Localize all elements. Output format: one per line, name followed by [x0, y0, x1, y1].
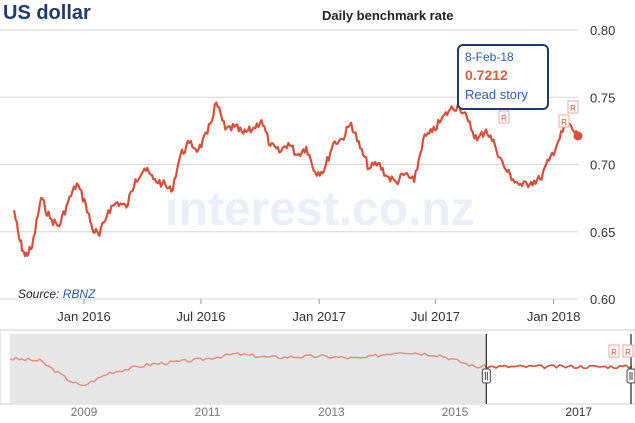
navigator-right-handle — [626, 368, 635, 384]
hover-point-marker — [573, 131, 583, 141]
navigator[interactable]: R R 2009 2011 2013 2015 2017 — [0, 329, 635, 419]
source-label: Source: — [18, 287, 60, 301]
tooltip-date: 8-Feb-18 — [465, 50, 514, 64]
navigator-flag-letter: R — [625, 348, 631, 357]
watermark-text: interest.co.nz — [165, 183, 474, 236]
story-flag-box — [498, 110, 510, 124]
source-link[interactable]: RBNZ — [62, 287, 96, 301]
story-flag-letter: R — [570, 104, 576, 113]
x-tick-label: Jul 2016 — [176, 309, 225, 324]
x-tick-label: Jan 2016 — [57, 309, 111, 324]
y-axis-labels: 0.80 0.75 0.70 0.65 0.60 — [590, 23, 615, 307]
navigator-year-label: 2015 — [442, 405, 469, 419]
navigator-unselected-shade — [10, 334, 487, 404]
navigator-selected-line — [486, 364, 633, 370]
y-tick-label: 0.75 — [590, 90, 615, 105]
data-tooltip: 8-Feb-18 0.7212 Read story — [457, 44, 549, 110]
navigator-year-label: 2009 — [71, 405, 98, 419]
navigator-year-label: 2017 — [565, 405, 592, 419]
chart-title: US dollar — [3, 2, 91, 24]
series-line[interactable] — [12, 101, 580, 258]
source-credit: Source: RBNZ — [18, 287, 95, 301]
x-tick-label: Jul 2017 — [411, 309, 460, 324]
story-flag-box — [567, 100, 579, 114]
y-tick-label: 0.60 — [590, 292, 615, 307]
navigator-flag-letter: R — [611, 348, 617, 357]
x-axis-labels: Jan 2016 Jul 2016 Jan 2017 Jul 2017 Jan 2018 — [57, 299, 580, 324]
y-tick-label: 0.65 — [590, 225, 615, 240]
story-flag-box — [558, 114, 570, 128]
navigator-left-handle — [481, 368, 491, 384]
story-flag-letter: R — [561, 118, 567, 127]
navigator-flag-box — [608, 344, 620, 358]
tooltip-value: 0.7212 — [465, 67, 508, 83]
story-flags[interactable]: RRR — [498, 100, 579, 128]
navigator-year-label: 2013 — [318, 405, 345, 419]
read-story-link[interactable]: Read story — [465, 87, 528, 102]
chart-subtitle: Daily benchmark rate — [322, 8, 454, 23]
navigator-year-label: 2011 — [195, 405, 221, 419]
x-tick-label: Jan 2018 — [527, 309, 581, 324]
y-tick-label: 0.80 — [590, 23, 615, 38]
story-flag-letter: R — [501, 114, 507, 123]
navigator-flag-box — [622, 344, 634, 358]
y-tick-label: 0.70 — [590, 158, 615, 173]
x-tick-label: Jan 2017 — [292, 309, 346, 324]
